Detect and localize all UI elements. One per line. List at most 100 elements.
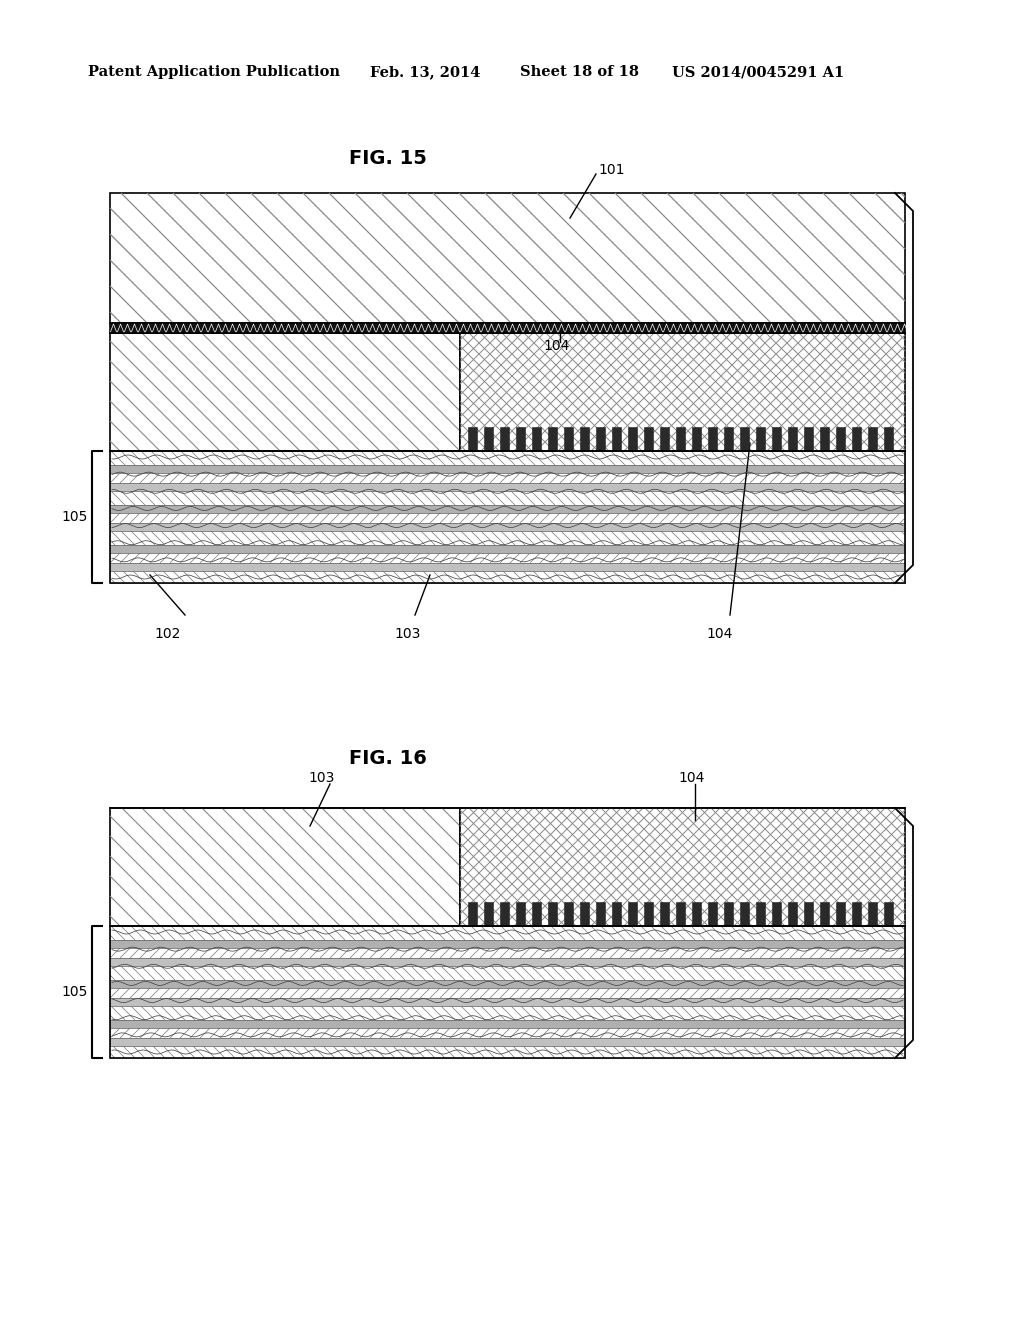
Bar bbox=[852, 426, 861, 451]
Text: 103: 103 bbox=[395, 627, 421, 642]
Bar bbox=[772, 426, 781, 451]
Bar bbox=[468, 902, 477, 927]
Text: FIG. 15: FIG. 15 bbox=[349, 149, 427, 168]
Bar bbox=[110, 491, 905, 506]
Text: 105: 105 bbox=[61, 985, 88, 999]
Text: US 2014/0045291 A1: US 2014/0045291 A1 bbox=[672, 65, 844, 79]
Bar bbox=[740, 902, 749, 927]
Bar bbox=[580, 426, 589, 451]
Bar bbox=[110, 940, 905, 948]
Text: FIG. 16: FIG. 16 bbox=[349, 748, 427, 767]
Bar bbox=[628, 426, 637, 451]
Bar bbox=[110, 927, 905, 940]
Bar bbox=[110, 451, 905, 465]
Bar bbox=[804, 902, 813, 927]
Bar bbox=[548, 426, 557, 451]
Bar bbox=[484, 426, 493, 451]
Bar bbox=[884, 902, 893, 927]
Bar bbox=[708, 426, 717, 451]
Bar bbox=[110, 958, 905, 966]
Bar bbox=[820, 902, 829, 927]
Bar bbox=[612, 902, 621, 927]
Bar bbox=[110, 998, 905, 1006]
Bar bbox=[660, 426, 669, 451]
Bar bbox=[852, 902, 861, 927]
Bar bbox=[692, 902, 701, 927]
Bar bbox=[596, 426, 605, 451]
Bar bbox=[564, 902, 573, 927]
Bar bbox=[110, 506, 905, 513]
Bar bbox=[110, 572, 905, 583]
Bar bbox=[644, 426, 653, 451]
Text: 104: 104 bbox=[679, 771, 706, 785]
Bar bbox=[708, 902, 717, 927]
Bar bbox=[692, 426, 701, 451]
Bar bbox=[110, 979, 905, 987]
Bar bbox=[110, 987, 905, 998]
Bar bbox=[724, 902, 733, 927]
Text: Feb. 13, 2014: Feb. 13, 2014 bbox=[370, 65, 480, 79]
Text: 104: 104 bbox=[707, 627, 733, 642]
Text: 105: 105 bbox=[61, 510, 88, 524]
Bar bbox=[580, 902, 589, 927]
Bar bbox=[660, 902, 669, 927]
Text: 103: 103 bbox=[309, 771, 335, 785]
Bar bbox=[788, 426, 797, 451]
Bar bbox=[596, 902, 605, 927]
Bar bbox=[836, 902, 845, 927]
Bar bbox=[740, 426, 749, 451]
Bar bbox=[110, 948, 905, 958]
Bar bbox=[868, 426, 877, 451]
Bar bbox=[110, 451, 905, 583]
Text: 102: 102 bbox=[155, 627, 181, 642]
Bar bbox=[676, 426, 685, 451]
Bar bbox=[516, 426, 525, 451]
Bar bbox=[110, 465, 905, 473]
Bar bbox=[110, 966, 905, 979]
Bar bbox=[460, 333, 905, 451]
Bar bbox=[788, 902, 797, 927]
Bar bbox=[110, 553, 905, 564]
Bar bbox=[724, 426, 733, 451]
Bar bbox=[532, 902, 541, 927]
Bar bbox=[820, 426, 829, 451]
Bar bbox=[564, 426, 573, 451]
Bar bbox=[756, 426, 765, 451]
Bar bbox=[612, 426, 621, 451]
Bar bbox=[110, 927, 905, 1059]
Bar bbox=[516, 902, 525, 927]
Bar bbox=[868, 902, 877, 927]
Bar bbox=[110, 473, 905, 483]
Bar bbox=[110, 1028, 905, 1038]
Bar bbox=[110, 523, 905, 531]
Bar bbox=[804, 426, 813, 451]
Bar bbox=[110, 323, 905, 333]
Text: Patent Application Publication: Patent Application Publication bbox=[88, 65, 340, 79]
Bar bbox=[110, 1020, 905, 1028]
Bar bbox=[884, 426, 893, 451]
Bar bbox=[548, 902, 557, 927]
Text: 104: 104 bbox=[543, 339, 569, 352]
Bar bbox=[484, 902, 493, 927]
Bar bbox=[532, 426, 541, 451]
Bar bbox=[500, 902, 509, 927]
Bar bbox=[644, 902, 653, 927]
Bar bbox=[110, 564, 905, 572]
Bar bbox=[460, 808, 905, 927]
Bar bbox=[756, 902, 765, 927]
Bar bbox=[676, 902, 685, 927]
Text: Sheet 18 of 18: Sheet 18 of 18 bbox=[520, 65, 639, 79]
Bar bbox=[110, 1038, 905, 1045]
Bar bbox=[500, 426, 509, 451]
Bar bbox=[836, 426, 845, 451]
Bar bbox=[468, 426, 477, 451]
Bar bbox=[110, 513, 905, 523]
Bar bbox=[628, 902, 637, 927]
Bar bbox=[110, 1045, 905, 1059]
Bar bbox=[110, 193, 905, 323]
Bar bbox=[110, 333, 460, 451]
Bar bbox=[110, 545, 905, 553]
Bar bbox=[110, 808, 460, 927]
Bar bbox=[110, 1006, 905, 1020]
Bar bbox=[110, 531, 905, 545]
